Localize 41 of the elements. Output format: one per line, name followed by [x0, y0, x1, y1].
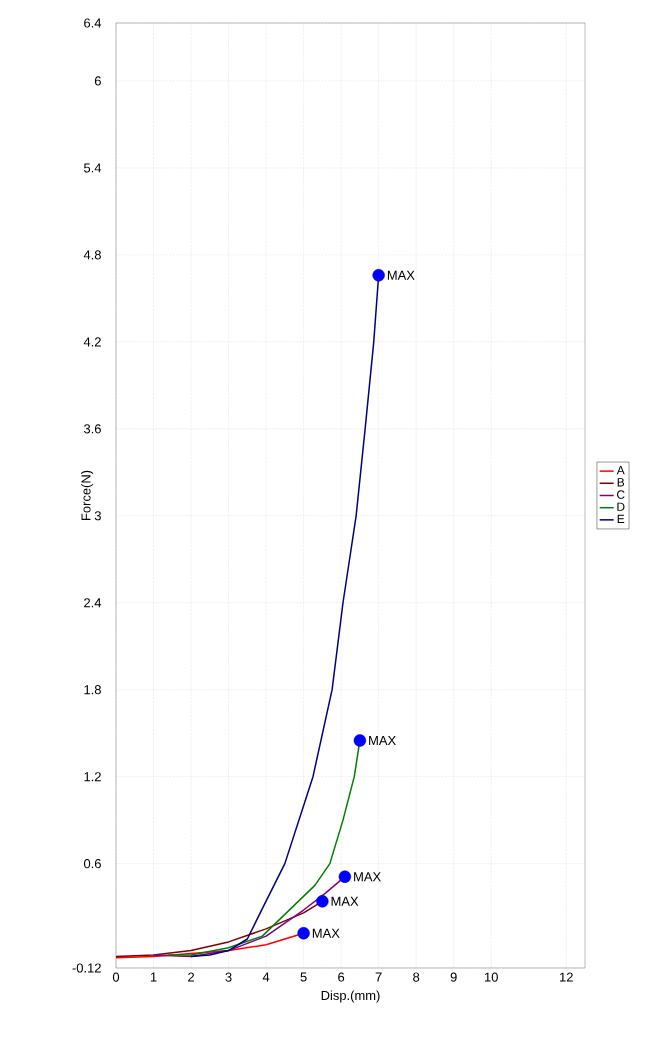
- legend-label: E: [617, 514, 625, 523]
- y-tick-label: -0.12: [72, 963, 101, 973]
- y-tick-label: 0.6: [83, 859, 101, 869]
- point: [372, 268, 385, 282]
- legend-label: A: [616, 466, 625, 475]
- y-axis-title: Force(N): [81, 470, 94, 520]
- x-tick-label: 0: [112, 972, 120, 982]
- y-tick-label: 1.8: [84, 685, 101, 695]
- point: [297, 927, 310, 940]
- legend-label: C: [617, 490, 625, 499]
- y-tick-label: 6.4: [84, 18, 102, 28]
- y-tick-label: 4.8: [83, 250, 101, 260]
- x-tick-label: 6: [338, 972, 345, 982]
- x-tick-label: 5: [300, 972, 307, 982]
- annotation: MAX: [312, 928, 340, 938]
- annotation: MAX: [331, 896, 359, 906]
- x-tick-label: 8: [413, 972, 420, 982]
- point: [353, 734, 367, 747]
- y-tick-label: 3: [94, 511, 101, 521]
- x-tick-label: 4: [262, 972, 270, 982]
- y-tick-label: 2.4: [84, 598, 102, 608]
- y-tick-label: 3.6: [83, 424, 101, 434]
- point: [338, 870, 352, 883]
- x-tick-label: 12: [560, 972, 573, 982]
- x-tick-label: 10: [484, 972, 498, 982]
- x-tick-label: 7: [375, 972, 382, 982]
- y-tick-label: 4.2: [83, 337, 101, 347]
- annotation: MAX: [387, 270, 415, 280]
- x-tick-label: 2: [188, 972, 194, 982]
- y-tick-label: 5.4: [83, 163, 102, 173]
- annotation: MAX: [354, 872, 381, 882]
- point: [316, 895, 329, 908]
- x-tick-label: 9: [450, 972, 457, 982]
- x-axis-title: Disp.(mm): [321, 990, 380, 1003]
- legend-label: B: [617, 478, 625, 487]
- x-tick-label: 3: [225, 972, 232, 982]
- x-tick-label: 1: [150, 972, 157, 982]
- legend-label: D: [617, 502, 625, 511]
- y-tick-label: 1.2: [84, 772, 101, 782]
- y-tick-label: 6: [94, 76, 101, 86]
- annotation: MAX: [369, 735, 396, 745]
